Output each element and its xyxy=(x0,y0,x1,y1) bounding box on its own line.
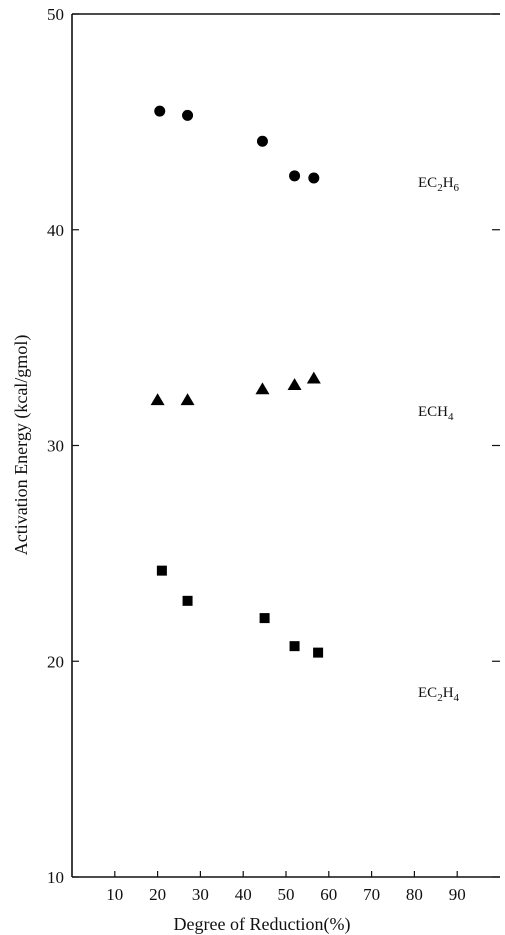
series-labels: EC2H6 ECH4 EC2H4 xyxy=(418,175,460,704)
data-point-triangle xyxy=(150,393,165,406)
data-point-square xyxy=(313,647,324,658)
y-tick-label: 10 xyxy=(47,868,64,887)
chart-axes xyxy=(71,13,500,878)
x-tick-label: 10 xyxy=(106,885,123,904)
y-tick-label: 20 xyxy=(47,652,64,671)
x-tick-label: 20 xyxy=(149,885,166,904)
x-axis-ticks: 10 20 30 40 50 60 70 80 90 xyxy=(106,871,466,904)
series-label: EC2H4 xyxy=(418,685,460,704)
data-points xyxy=(150,105,324,658)
x-tick-label: 40 xyxy=(235,885,252,904)
data-point-circle xyxy=(256,135,268,147)
y-tick-label: 40 xyxy=(47,221,64,240)
data-point-square xyxy=(156,565,167,576)
data-point-triangle xyxy=(306,371,321,384)
data-point-square xyxy=(259,613,270,624)
data-point-circle xyxy=(308,172,320,184)
x-axis-label: Degree of Reduction(%) xyxy=(174,914,351,935)
data-point-square xyxy=(289,641,300,652)
data-point-triangle xyxy=(287,378,302,390)
data-point-circle xyxy=(289,170,301,182)
data-point-square xyxy=(182,595,193,606)
y-axis-label: Activation Energy (kcal/gmol) xyxy=(11,335,32,556)
x-tick-label: 70 xyxy=(363,885,380,904)
x-tick-label: 80 xyxy=(406,885,423,904)
x-tick-label: 60 xyxy=(320,885,337,904)
x-tick-label: 30 xyxy=(192,885,209,904)
x-tick-label: 50 xyxy=(278,885,295,904)
y-tick-label: 50 xyxy=(47,5,64,24)
data-point-circle xyxy=(182,109,194,121)
series-label: ECH4 xyxy=(418,404,454,423)
data-point-triangle xyxy=(180,393,195,406)
data-point-circle xyxy=(154,105,166,117)
y-tick-label: 30 xyxy=(47,437,64,456)
data-point-triangle xyxy=(255,382,270,395)
y-axis-ticks: 10 20 30 40 50 xyxy=(47,5,500,887)
series-label: EC2H6 xyxy=(418,175,460,194)
x-tick-label: 90 xyxy=(449,885,466,904)
